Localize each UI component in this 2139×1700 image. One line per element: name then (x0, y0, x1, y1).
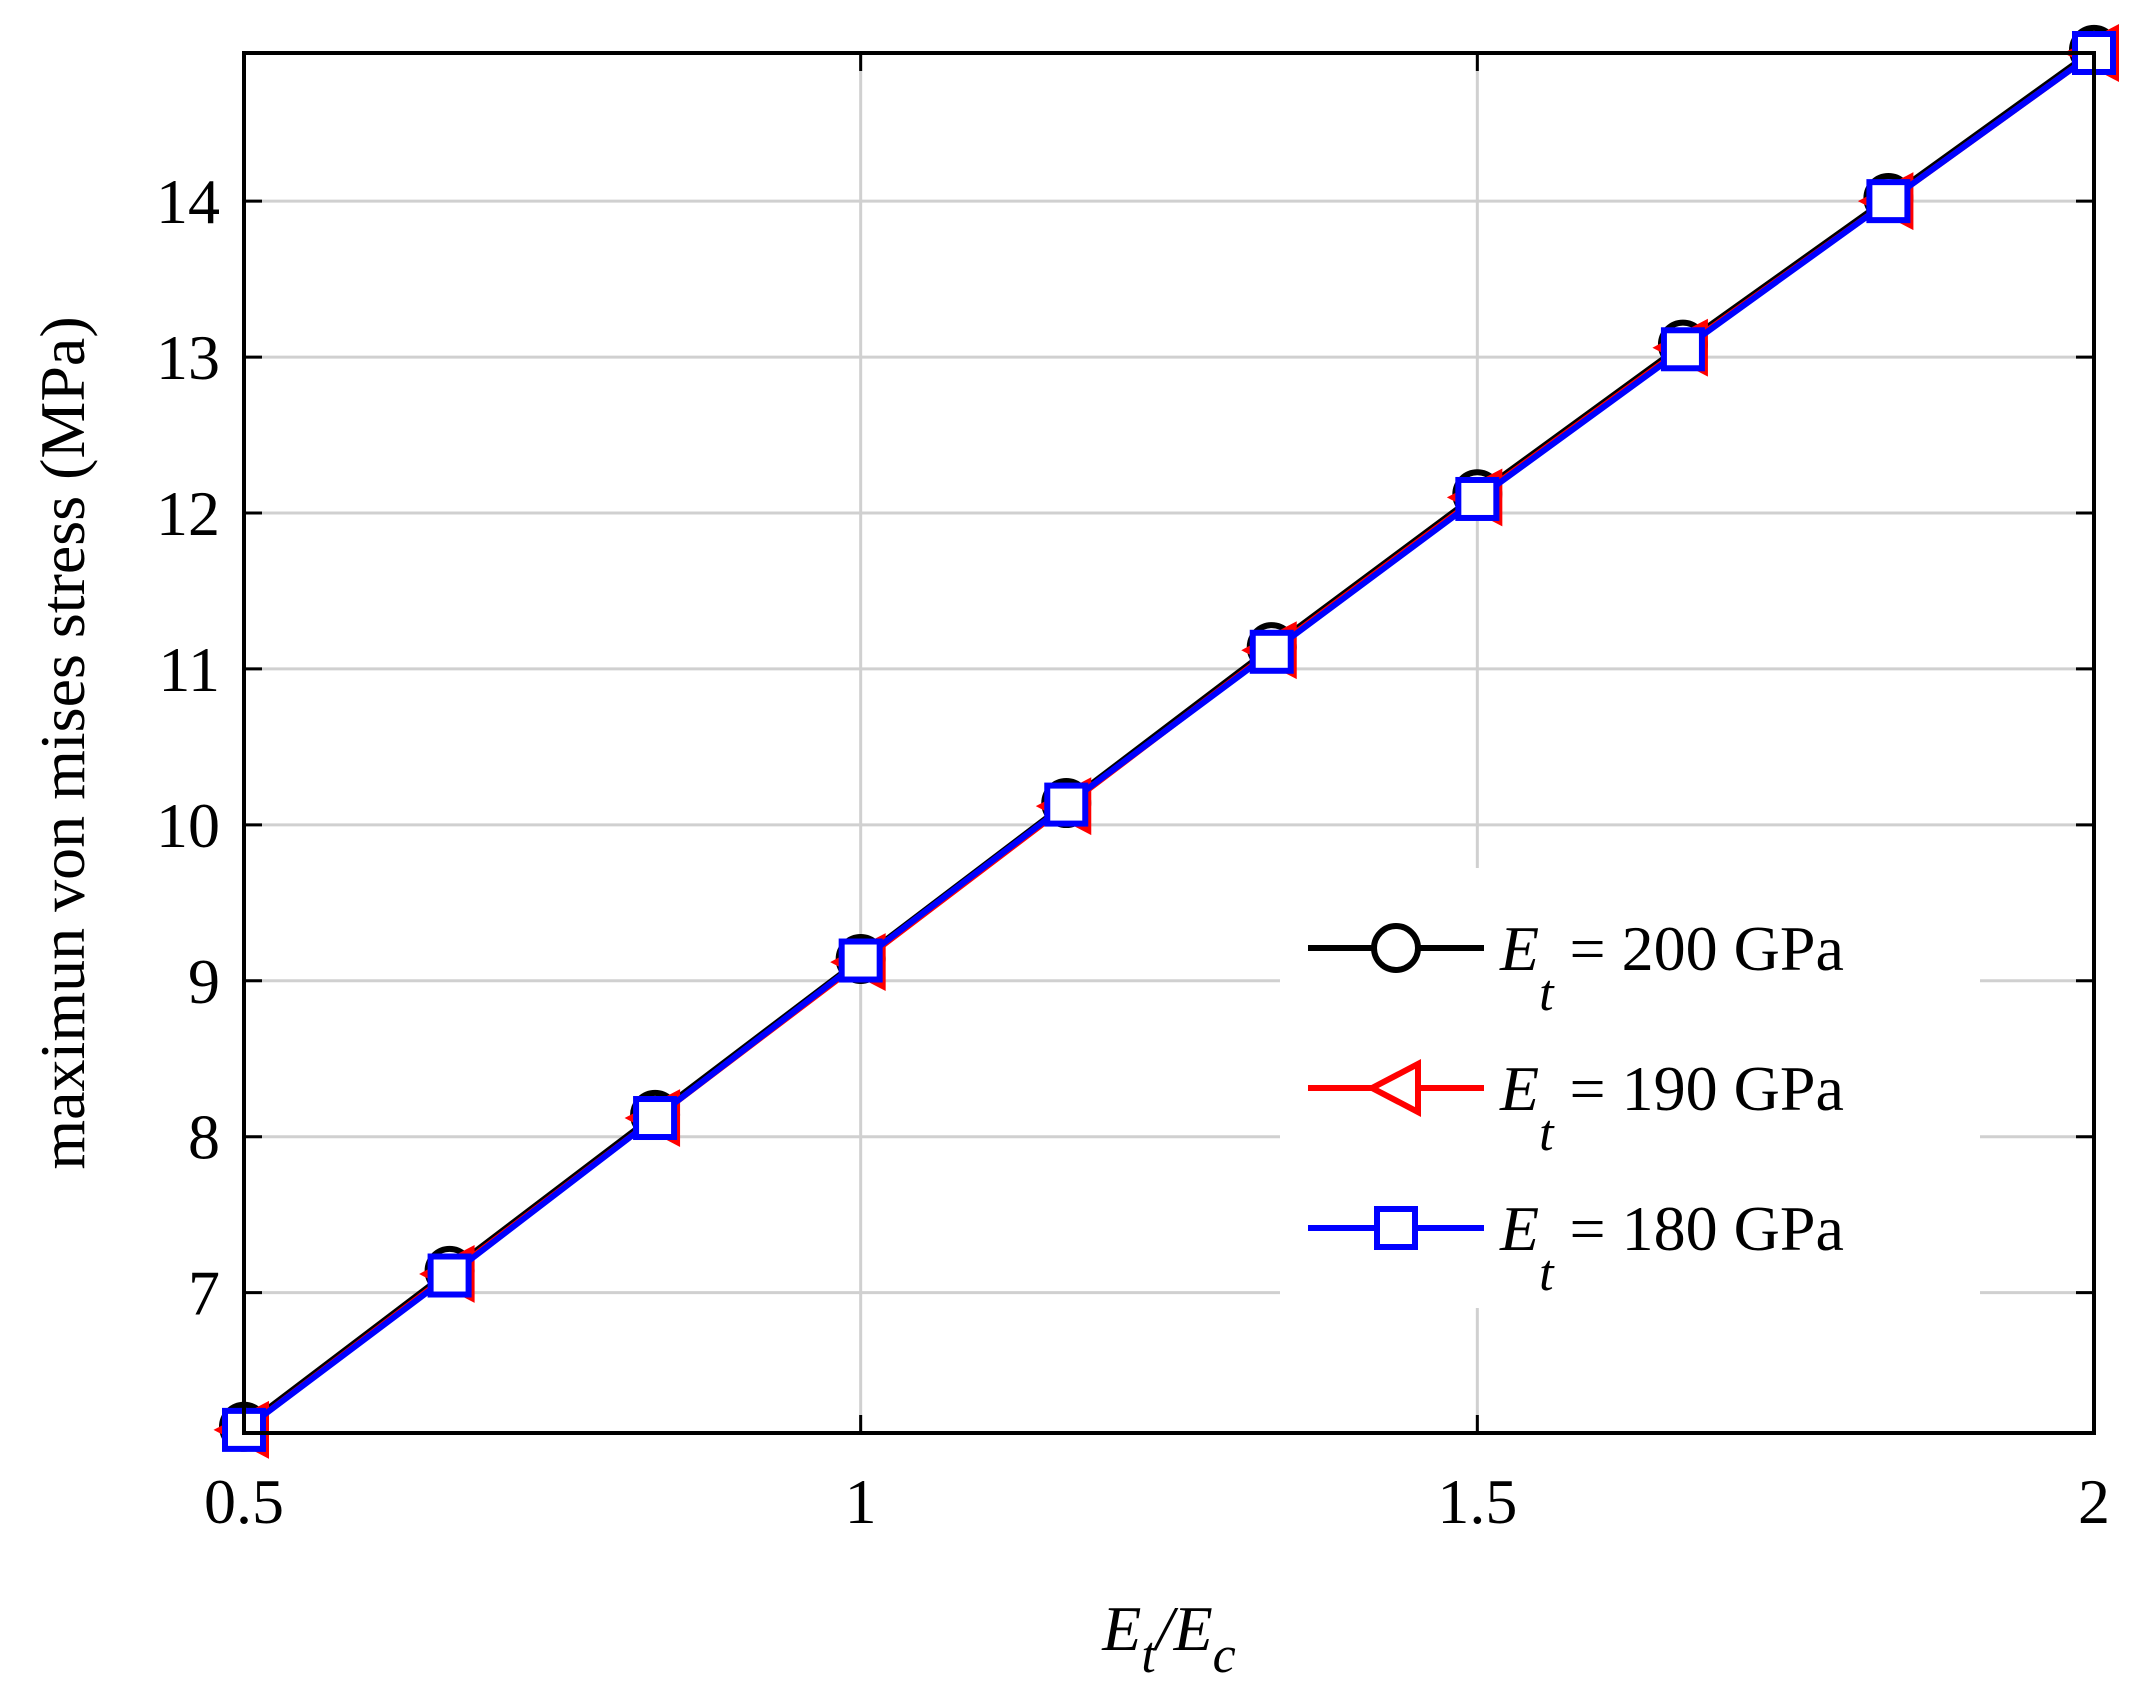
legend-label: Et = 180 GPa (1499, 1193, 1844, 1302)
x-axis-label-slash: /E (1153, 1593, 1213, 1664)
y-tick-label: 14 (156, 166, 220, 237)
y-tick-label: 12 (156, 478, 220, 549)
y-axis-label: maximun von mises stress (MPa) (27, 316, 98, 1169)
x-axis-label-sub2: c (1213, 1627, 1236, 1684)
y-tick-label: 9 (188, 946, 220, 1017)
data-point-square (838, 938, 883, 983)
legend-entry: Et = 180 GPa (1308, 1193, 1844, 1302)
x-tick-label: 1.5 (1437, 1466, 1517, 1537)
data-point-square (633, 1096, 678, 1141)
x-tick-label: 1 (845, 1466, 877, 1537)
legend-marker-square (1374, 1206, 1418, 1250)
series-line (242, 50, 2096, 1433)
plot-frame (242, 51, 2096, 1435)
data-point-square (427, 1253, 472, 1298)
data-point-square (1044, 782, 1089, 827)
y-tick-label: 10 (156, 790, 220, 861)
series-group (213, 24, 2119, 1459)
legend-marker-circle (1371, 923, 1421, 973)
legend-label: Et = 200 GPa (1499, 913, 1844, 1022)
x-axis-label-main: E (1101, 1593, 1141, 1664)
y-tick-label: 8 (188, 1102, 220, 1173)
legend-label-sub: t (1539, 965, 1555, 1022)
tick-labels: 0.5 1 1.5 2 7 8 9 10 11 12 13 14 (156, 166, 2110, 1537)
legend-entry: Et = 190 GPa (1308, 1053, 1844, 1162)
x-tick-label: 0.5 (204, 1466, 284, 1537)
legend-label-sub: t (1539, 1245, 1555, 1302)
y-tick-label: 7 (188, 1258, 220, 1329)
grid (244, 53, 2094, 1433)
y-tick-label: 11 (158, 634, 220, 705)
y-tick-label: 13 (156, 322, 220, 393)
legend-entry: Et = 200 GPa (1308, 913, 1844, 1022)
data-point-square (1660, 327, 1705, 372)
data-point-square (1249, 629, 1294, 674)
ticks (242, 53, 2096, 1433)
data-point-square (1866, 179, 1911, 224)
x-axis-label: Et/Ec (1101, 1593, 1236, 1684)
legend-label-rest: = 190 GPa (1554, 1053, 1844, 1124)
legend-label-rest: = 180 GPa (1554, 1193, 1844, 1264)
legend-label-rest: = 200 GPa (1554, 913, 1844, 984)
legend-label-main: E (1499, 1193, 1539, 1264)
x-tick-label: 2 (2078, 1466, 2110, 1537)
data-point-square (1455, 476, 1500, 521)
legend-label-main: E (1499, 1053, 1539, 1124)
legend-label-main: E (1499, 913, 1539, 984)
series-square (222, 31, 2116, 1452)
legend-label: Et = 190 GPa (1499, 1053, 1844, 1162)
x-axis-label-sub1: t (1141, 1627, 1157, 1684)
legend-marker-triangle-left (1365, 1059, 1421, 1117)
legend-label-sub: t (1539, 1105, 1555, 1162)
